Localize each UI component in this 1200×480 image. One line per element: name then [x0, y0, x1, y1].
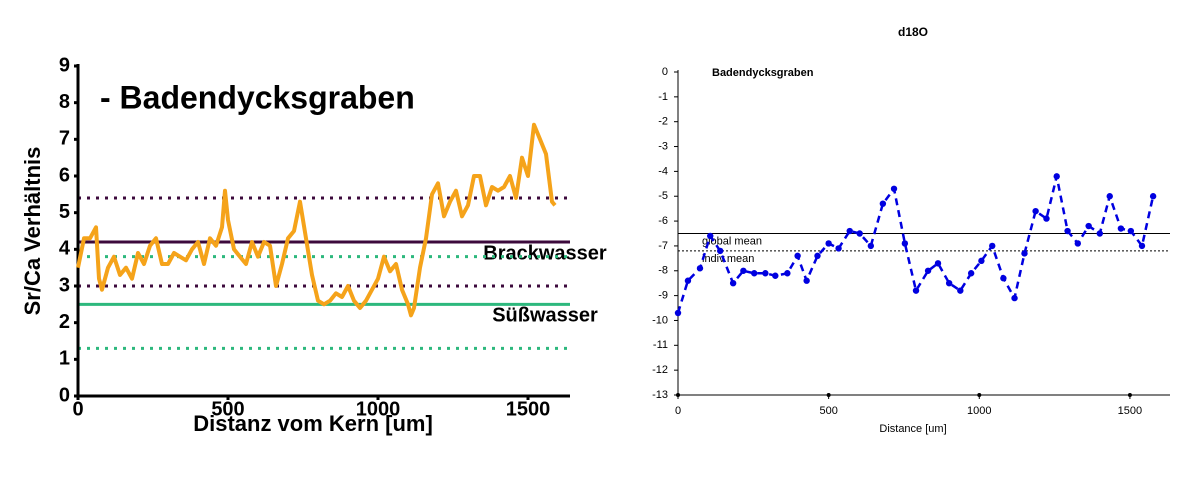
y-tick-label: 7: [59, 128, 70, 150]
x-tick-label: 1500: [506, 398, 551, 420]
reference-label: global mean: [702, 235, 762, 247]
x-tick-label: 1000: [356, 398, 401, 420]
y-tick-label: 5: [59, 201, 70, 223]
data-point: [1043, 215, 1050, 222]
data-point: [924, 267, 932, 274]
data-point: [729, 279, 737, 287]
chart-title: d18O: [898, 25, 928, 39]
data-point: [814, 252, 821, 260]
x-axis-label: Distanz vom Kern [um]: [193, 411, 433, 436]
chart-title: - Badendycksgraben: [100, 79, 415, 115]
y-tick-label: 9: [59, 54, 70, 76]
data-point: [1000, 275, 1007, 282]
data-point: [934, 260, 942, 267]
data-line: [76, 122, 557, 318]
data-point: [803, 277, 810, 284]
x-tick-label: 0: [72, 398, 83, 420]
data-point: [912, 287, 920, 294]
y-axis-label: Sr/Ca Verhältnis: [20, 147, 45, 316]
data-point: [762, 270, 769, 277]
data-point: [989, 242, 996, 250]
data-point: [1149, 193, 1157, 200]
y-tick-label: -10: [652, 314, 668, 326]
y-tick-label: -11: [653, 339, 668, 351]
data-point: [1127, 227, 1135, 235]
data-point: [740, 267, 747, 274]
y-tick-label: -8: [658, 265, 668, 277]
data-point: [684, 277, 692, 284]
data-point: [1096, 230, 1104, 237]
data-point: [945, 279, 953, 287]
data-point: [978, 257, 985, 265]
data-point: [835, 245, 842, 252]
y-tick-label: -3: [658, 140, 668, 152]
data-point: [716, 247, 724, 255]
data-point: [794, 252, 801, 260]
y-tick-label: -12: [652, 364, 668, 376]
x-tick-dot: [977, 393, 982, 397]
annotation: Badendycksgraben: [712, 67, 814, 79]
data-point: [890, 185, 898, 192]
data-point: [856, 230, 863, 237]
y-tick-label: 4: [59, 238, 71, 260]
data-line: [676, 175, 1155, 314]
x-tick-label: 1000: [967, 405, 991, 417]
x-tick-label: 500: [819, 405, 837, 417]
x-tick-label: 500: [211, 398, 244, 420]
x-tick-dot: [826, 393, 831, 397]
data-point: [1085, 222, 1092, 230]
data-point: [1106, 193, 1113, 200]
x-tick-label: 1500: [1118, 405, 1142, 417]
data-point: [1064, 227, 1071, 235]
data-point: [696, 265, 704, 272]
data-point: [1074, 240, 1082, 247]
y-tick-label: 3: [59, 274, 70, 296]
x-tick-label: 0: [675, 405, 681, 417]
y-tick-label: -4: [658, 165, 668, 177]
data-point: [1021, 250, 1028, 257]
y-tick-label: -13: [652, 389, 668, 401]
reference-label: indiv.mean: [702, 253, 754, 265]
data-point: [1032, 207, 1039, 215]
y-tick-label: 8: [59, 91, 70, 113]
reference-label: Brackwasser: [483, 242, 607, 264]
data-point: [825, 240, 832, 247]
data-point: [751, 270, 758, 277]
data-point: [901, 240, 909, 247]
y-tick-label: -2: [658, 116, 668, 128]
y-tick-label: 6: [59, 164, 70, 186]
data-point: [867, 242, 875, 250]
data-point: [772, 272, 779, 279]
data-point: [846, 227, 853, 235]
reference-label: Süßwasser: [492, 305, 598, 327]
y-tick-label: 2: [59, 311, 70, 333]
data-point: [1053, 173, 1060, 180]
data-point: [674, 309, 682, 317]
data-point: [957, 287, 964, 294]
x-axis-label: Distance [um]: [879, 423, 946, 435]
y-tick-label: 0: [59, 384, 70, 406]
data-point: [967, 270, 975, 277]
data-point: [1138, 242, 1146, 250]
data-point: [879, 200, 887, 207]
data-point: [707, 232, 714, 240]
data-point: [1011, 294, 1018, 302]
y-tick-label: 1: [59, 348, 70, 370]
x-tick-dot: [676, 393, 680, 397]
y-tick-label: -5: [658, 190, 668, 202]
data-point: [1117, 225, 1125, 232]
y-tick-label: -9: [658, 290, 668, 302]
y-tick-label: -7: [658, 240, 668, 252]
y-tick-label: 0: [662, 66, 668, 78]
y-tick-label: -1: [658, 91, 668, 103]
x-tick-dot: [1127, 393, 1132, 397]
data-point: [784, 270, 791, 277]
y-tick-label: -6: [658, 215, 668, 227]
